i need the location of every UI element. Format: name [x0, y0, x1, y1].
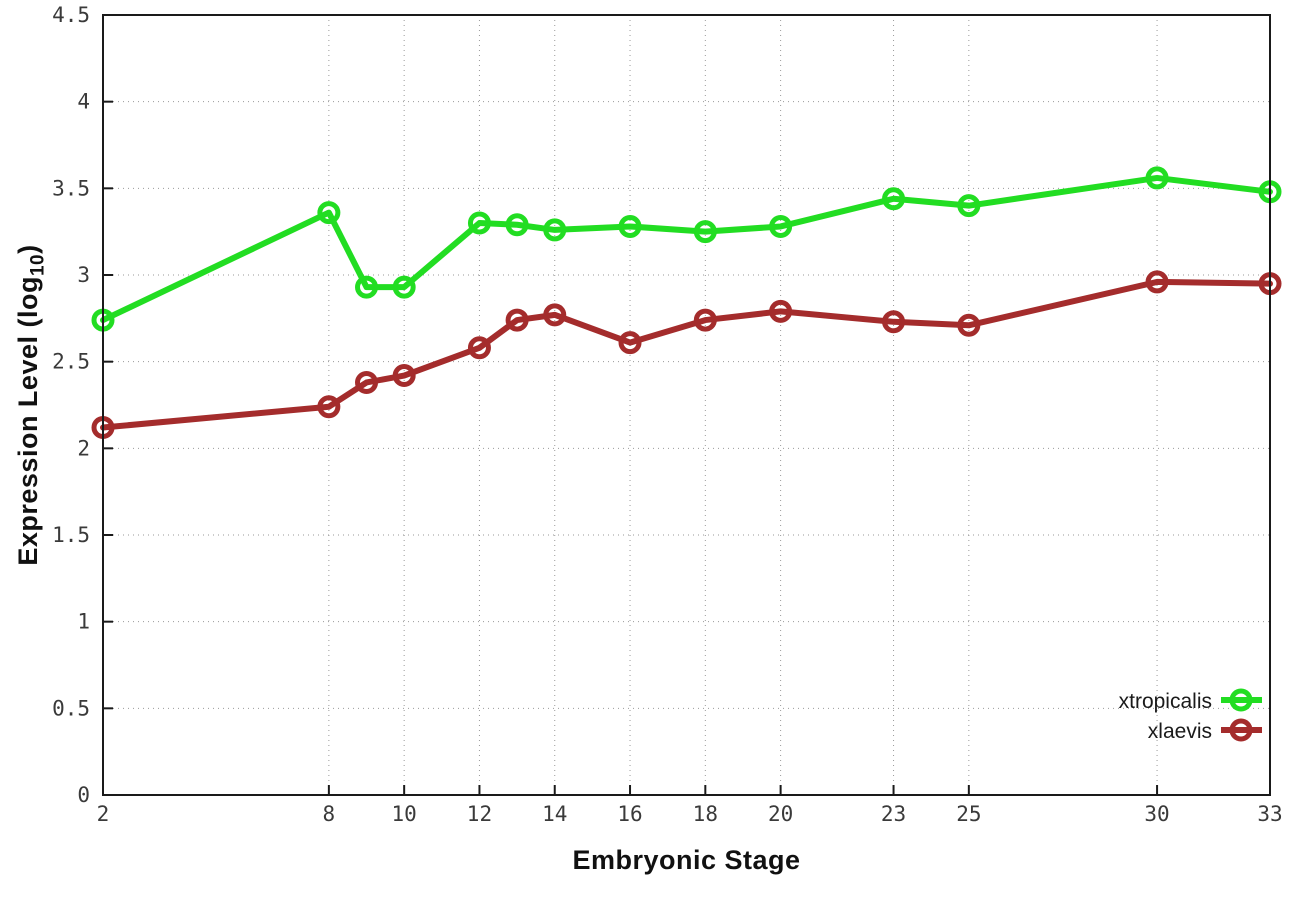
y-axis-title: Expression Level (log10): [13, 195, 49, 615]
x-tick-label: 2: [97, 802, 110, 826]
x-tick-label: 10: [392, 802, 417, 826]
legend-layer: xtropicalis xlaevis: [1119, 688, 1262, 743]
x-tick-label: 20: [768, 802, 793, 826]
data-point-xlaevis-stage-14: [543, 303, 567, 327]
data-point-xlaevis-stage-23: [882, 310, 906, 334]
data-point-xtropicalis-stage-20: [769, 214, 793, 238]
data-point-xtropicalis-stage-16: [618, 214, 642, 238]
data-point-xtropicalis-stage-14: [543, 218, 567, 242]
legend-label-xtropicalis: xtropicalis: [1119, 690, 1212, 713]
y-tick-label: 4: [77, 90, 90, 114]
legend-label-xlaevis: xlaevis: [1148, 720, 1212, 743]
y-tick-label: 0: [77, 783, 90, 807]
series-line-xtropicalis: [100, 174, 1273, 324]
y-tick-label: 3.5: [52, 176, 90, 200]
data-point-xtropicalis-stage-30: [1145, 166, 1169, 190]
x-tick-label: 18: [693, 802, 718, 826]
y-tick-label: 2: [77, 436, 90, 460]
y-tick-label: 0.5: [52, 696, 90, 720]
y-tick-label: 2.5: [52, 350, 90, 374]
x-tick-label: 33: [1257, 802, 1282, 826]
data-point-xlaevis-stage-8: [317, 395, 341, 419]
series-line-xlaevis: [100, 278, 1273, 431]
data-point-xtropicalis-stage-13: [505, 213, 529, 237]
x-tick-label: 25: [956, 802, 981, 826]
legend-marker-xtropicalis: [1229, 688, 1253, 712]
data-point-xtropicalis-stage-23: [882, 187, 906, 211]
y-axis-title-subscript: 10: [27, 253, 49, 277]
series-layer: [91, 166, 1282, 440]
data-point-xlaevis-stage-18: [693, 308, 717, 332]
x-tick-label: 14: [542, 802, 567, 826]
tick-layer: [102, 14, 1271, 796]
x-tick-label: 16: [617, 802, 642, 826]
data-point-xlaevis-stage-25: [957, 313, 981, 337]
data-point-xlaevis-stage-13: [505, 308, 529, 332]
data-point-xlaevis-stage-16: [618, 331, 642, 355]
tick-label-layer: 0 0.5 1 1.5 2 2.5 3 3.5 4 4.5 2 8 10 12 14 16 18 20 23 25 30…: [52, 3, 1283, 826]
x-tick-label: 30: [1144, 802, 1169, 826]
y-tick-label: 3: [77, 263, 90, 287]
plot-border: [102, 14, 1271, 796]
data-point-xlaevis-stage-12: [467, 336, 491, 360]
data-point-xlaevis-stage-10: [392, 364, 416, 388]
y-tick-label: 1.5: [52, 523, 90, 547]
y-axis-title-suffix: ): [13, 244, 43, 254]
data-point-xtropicalis-stage-10: [392, 275, 416, 299]
data-point-xlaevis-stage-30: [1145, 270, 1169, 294]
grid-layer: [103, 14, 1270, 795]
data-point-xtropicalis-stage-25: [957, 194, 981, 218]
data-point-xlaevis-stage-20: [769, 299, 793, 323]
y-tick-label: 4.5: [52, 3, 90, 27]
legend-marker-xlaevis: [1229, 718, 1253, 742]
x-tick-label: 12: [467, 802, 492, 826]
x-tick-label: 8: [323, 802, 336, 826]
y-tick-label: 1: [77, 610, 90, 634]
data-point-xtropicalis-stage-9: [355, 275, 379, 299]
data-point-xtropicalis-stage-12: [467, 211, 491, 235]
data-point-xtropicalis-stage-8: [317, 201, 341, 225]
x-axis-title: Embryonic Stage: [572, 845, 801, 875]
data-point-xlaevis-stage-9: [355, 370, 379, 394]
x-tick-label: 23: [881, 802, 906, 826]
y-axis-title-prefix: Expression Level (log: [13, 276, 43, 566]
data-point-xtropicalis-stage-18: [693, 220, 717, 244]
